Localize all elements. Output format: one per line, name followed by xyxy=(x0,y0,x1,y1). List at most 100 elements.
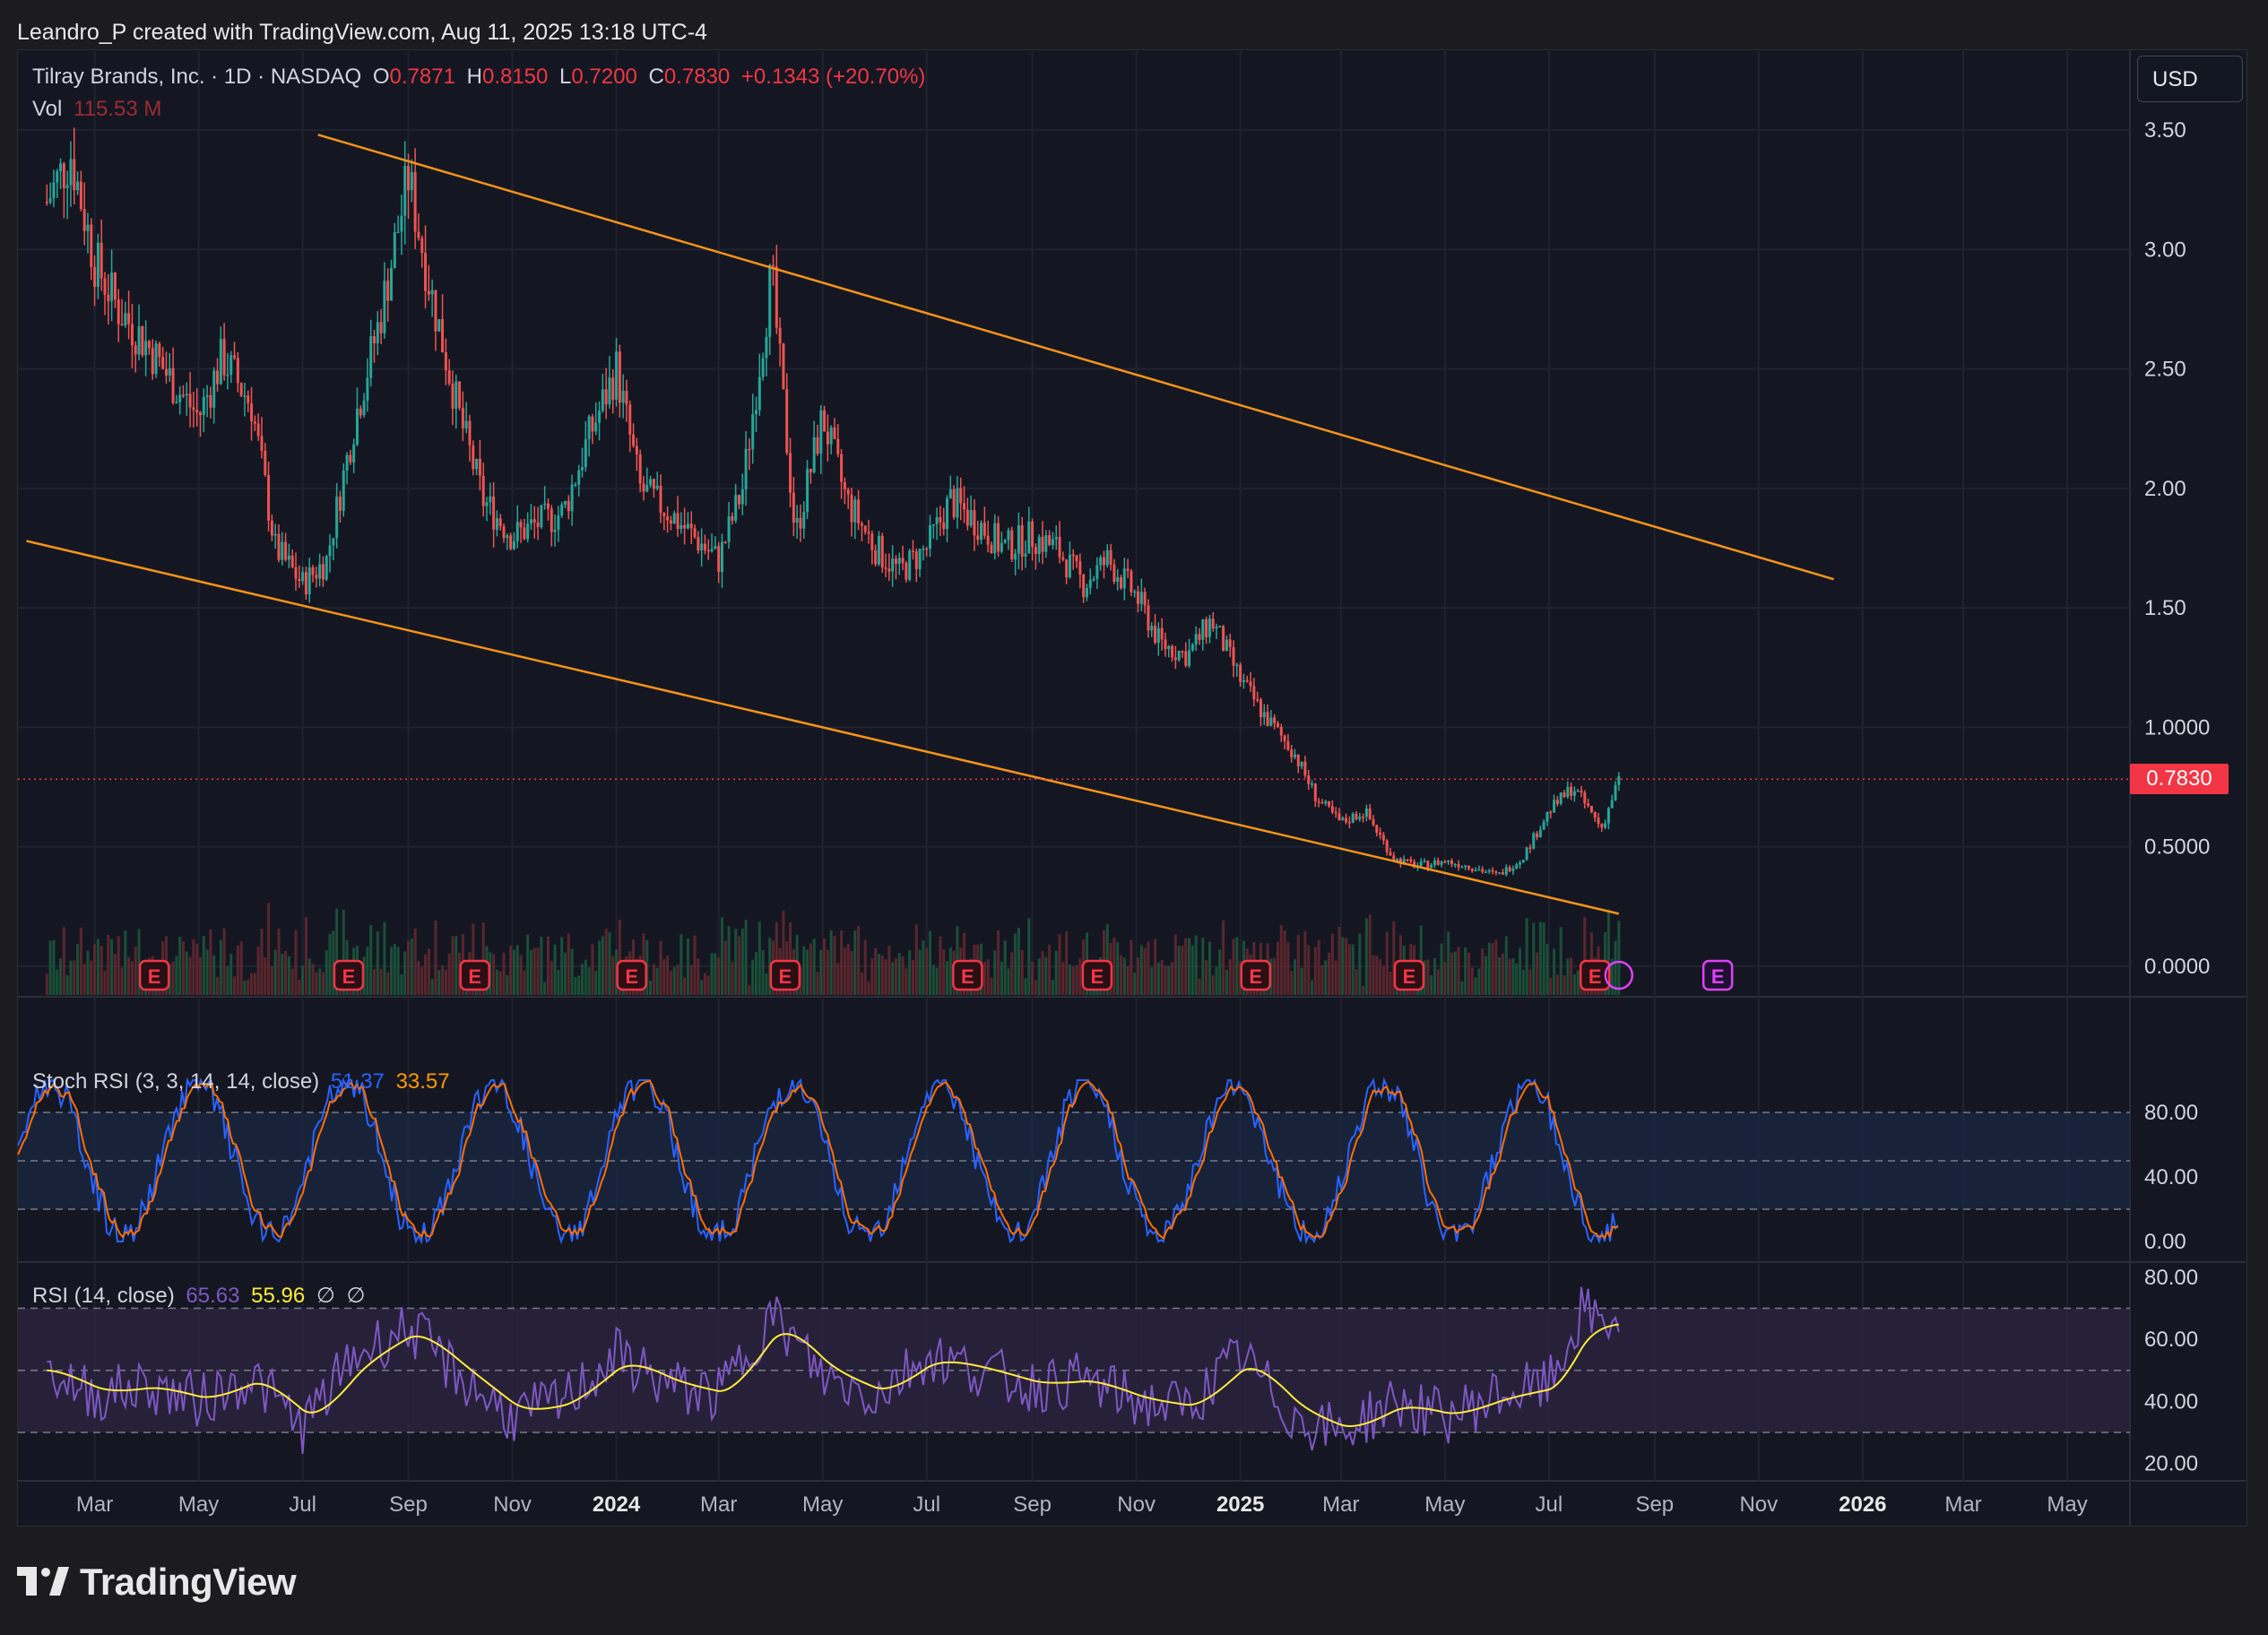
candle-body xyxy=(880,535,884,568)
price-axis-label: 1.50 xyxy=(2144,596,2186,620)
volume-bar xyxy=(655,967,659,995)
candle-body xyxy=(1536,833,1539,837)
volume-bar xyxy=(1303,930,1307,995)
volume-bar xyxy=(901,956,905,995)
candle-body xyxy=(952,489,956,518)
volume-bar xyxy=(887,946,891,995)
volume-bar xyxy=(1385,931,1389,995)
candle-body xyxy=(311,567,315,575)
volume-bar xyxy=(236,945,239,995)
candle-body xyxy=(1068,554,1071,578)
volume-bar xyxy=(1364,918,1368,995)
volume-bar xyxy=(130,961,134,995)
volume-bar xyxy=(1559,927,1562,995)
volume-bar xyxy=(222,928,226,995)
candle-body xyxy=(1014,553,1017,560)
candle-body xyxy=(403,166,407,216)
candle-body xyxy=(281,541,284,560)
candle-body xyxy=(96,242,100,288)
candle-body xyxy=(846,489,850,495)
candle-body xyxy=(1430,864,1433,869)
candle-body xyxy=(1235,664,1239,667)
candle-body xyxy=(1003,540,1007,543)
volume-bar xyxy=(897,953,901,995)
candle-body xyxy=(959,488,963,504)
candle-body xyxy=(379,322,383,333)
volume-bar xyxy=(948,947,952,995)
volume-bar xyxy=(437,970,441,995)
candle-body xyxy=(253,421,256,424)
volume-bar xyxy=(911,960,914,995)
candle-body xyxy=(332,538,335,546)
volume-bar xyxy=(1300,967,1303,995)
volume-bar xyxy=(723,940,727,995)
volume-bar xyxy=(1502,953,1505,995)
volume-bar xyxy=(1576,970,1580,995)
candle-body xyxy=(485,502,489,506)
tradingview-logo-icon xyxy=(17,1567,69,1596)
open-label: O xyxy=(372,65,390,89)
candle-body xyxy=(151,348,154,375)
volume-bar xyxy=(1218,949,1222,995)
volume-bar xyxy=(672,966,676,995)
volume-bar xyxy=(717,957,721,995)
candle-body xyxy=(205,394,209,397)
candle-body xyxy=(171,368,175,403)
candle-body xyxy=(1296,754,1300,766)
volume-bar xyxy=(1235,937,1239,995)
time-axis-label: Sep xyxy=(1013,1492,1052,1517)
candle-body xyxy=(198,412,202,416)
candle-body xyxy=(621,390,625,403)
candle-body xyxy=(1538,829,1542,837)
volume-bar xyxy=(1528,969,1532,995)
volume-bar xyxy=(386,972,390,995)
volume-bar xyxy=(1553,948,1556,995)
volume-bar xyxy=(56,969,59,995)
candle-body xyxy=(1413,861,1416,868)
vol-value: 115.53 M xyxy=(74,97,162,121)
candle-body xyxy=(666,515,670,521)
volume-bar xyxy=(877,953,880,995)
volume-bar xyxy=(1177,946,1181,995)
volume-bar xyxy=(680,934,683,995)
earnings-marker-label: E xyxy=(148,965,161,988)
volume-bar xyxy=(570,948,574,995)
volume-bar xyxy=(107,934,110,995)
candle-body xyxy=(1485,871,1488,873)
candle-body xyxy=(1389,852,1392,856)
stoch-d-value: 33.57 xyxy=(395,1069,450,1094)
candle-body xyxy=(574,484,577,487)
time-axis-label: 2025 xyxy=(1216,1492,1264,1517)
volume-bar xyxy=(1279,924,1283,995)
currency-button[interactable]: USD xyxy=(2137,56,2243,102)
volume-bar xyxy=(110,939,114,995)
volume-bar xyxy=(372,969,376,995)
candle-body xyxy=(925,548,929,550)
candle-body xyxy=(638,454,642,484)
main-legend: Tilray Brands, Inc. · 1D · NASDAQ O0.787… xyxy=(32,65,931,90)
candle-body xyxy=(489,496,492,503)
candle-body xyxy=(1177,651,1181,661)
candle-body xyxy=(1566,786,1570,797)
earnings-marker xyxy=(333,959,365,991)
candle-body xyxy=(270,520,273,536)
candle-body xyxy=(506,535,509,539)
candle-body xyxy=(768,264,772,337)
volume-bar xyxy=(755,952,758,995)
volume-bar xyxy=(332,930,335,995)
volume-bar xyxy=(76,944,80,995)
candle-body xyxy=(1242,679,1245,682)
volume-bar xyxy=(1133,973,1137,995)
candle-body xyxy=(894,558,897,565)
volume-bar xyxy=(843,947,846,995)
volume-bar xyxy=(581,964,584,995)
candle-body xyxy=(1102,557,1105,566)
candle-body xyxy=(113,272,117,300)
volume-bar xyxy=(1058,934,1061,995)
volume-bar xyxy=(1485,956,1488,995)
candle-body xyxy=(502,526,506,539)
volume-bar xyxy=(1521,969,1525,995)
candle-body xyxy=(1351,813,1355,823)
volume-bar xyxy=(789,922,792,995)
